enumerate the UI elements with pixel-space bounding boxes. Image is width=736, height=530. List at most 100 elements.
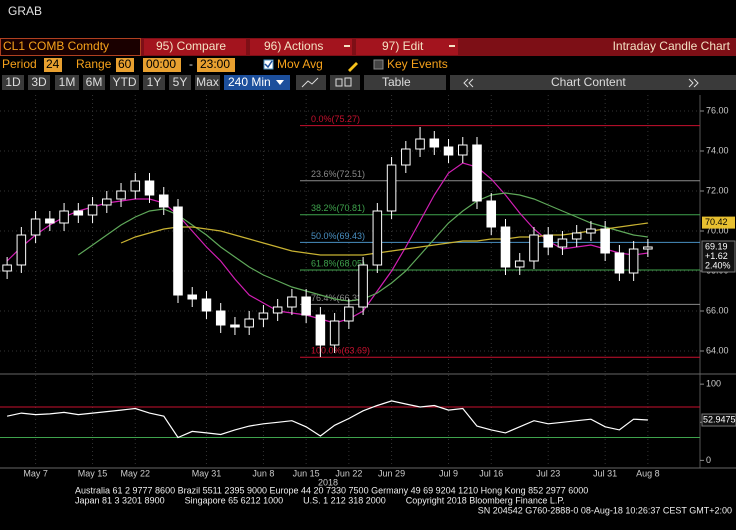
candle-body [45, 218, 55, 224]
candle-body [116, 190, 126, 200]
candle-body [571, 232, 582, 240]
start-time[interactable]: 00:00 [146, 57, 176, 71]
candle-body [272, 306, 283, 314]
candle-body [59, 210, 69, 224]
fib-label: 23.6%(72.51) [311, 169, 365, 179]
footer-line: Japan 81 3 3201 8900 Singapore 65 6212 1… [75, 495, 565, 505]
range-button[interactable] [110, 75, 139, 90]
footer-line: Australia 61 2 9777 8600 Brazil 5511 239… [75, 485, 588, 495]
moving-average [6, 162, 648, 324]
range-label: Range [76, 57, 112, 71]
footer-line: SN 204542 G760-2888-0 08-Aug-18 10:26:37… [478, 505, 732, 515]
security-field[interactable] [0, 38, 141, 56]
candle-body [329, 320, 340, 346]
candle-body [87, 204, 98, 216]
x-tick-label: Jun 29 [378, 468, 405, 478]
range[interactable]: 60 [118, 57, 132, 71]
button[interactable] [250, 39, 352, 55]
range-button[interactable] [143, 75, 165, 90]
candle-body [514, 260, 525, 268]
x-tick-label: May 22 [121, 468, 151, 478]
candle-body [102, 198, 112, 206]
y-tick-label: 74.00 [706, 145, 729, 155]
input[interactable] [44, 58, 62, 72]
candle-body [344, 306, 354, 322]
pencil-icon[interactable] [348, 62, 358, 72]
chart-content[interactable]: Chart Content [551, 75, 626, 89]
candle-body [401, 148, 411, 166]
candle-body [443, 146, 454, 156]
rsi-tag-label: 52.9475 [703, 414, 736, 424]
range-label[interactable]: 1D [5, 75, 21, 89]
key-events[interactable]: Key Events [387, 57, 448, 71]
fib-label: 61.8%(68.05) [311, 258, 365, 268]
x-tick-label: Jun 22 [335, 468, 362, 478]
mov-avg[interactable]: Mov Avg [277, 57, 323, 71]
checkbox[interactable] [373, 59, 384, 70]
last-box [701, 240, 736, 273]
ma-tag-label: 70.42 [705, 217, 728, 227]
expand-icon[interactable] [688, 78, 699, 88]
range-button[interactable] [169, 75, 191, 90]
dropdown[interactable] [224, 75, 290, 90]
button[interactable] [364, 75, 446, 90]
fib-label: 50.0%(69.43) [311, 231, 365, 241]
y-tick-label: 72.00 [706, 185, 729, 195]
range-label[interactable]: 1M [59, 75, 76, 89]
candle-body [215, 310, 226, 326]
y-tick-label: 76.00 [706, 105, 729, 115]
range-label[interactable]: YTD [113, 75, 137, 89]
range-button[interactable] [195, 75, 220, 90]
checkbox[interactable] [263, 59, 274, 70]
candle-body [30, 218, 41, 236]
candle-body [600, 228, 610, 254]
button[interactable] [144, 39, 246, 55]
x-tick-label: May 15 [78, 468, 108, 478]
candle-icon [335, 78, 343, 87]
range-button[interactable] [55, 75, 79, 90]
input[interactable] [116, 58, 134, 72]
input[interactable] [197, 58, 235, 72]
candle-body [643, 246, 653, 250]
range-label[interactable]: 6M [86, 75, 103, 89]
range-button[interactable] [28, 75, 50, 90]
x-tick-label: May 31 [192, 468, 222, 478]
separator: - [189, 57, 193, 71]
range-label[interactable]: 3D [31, 75, 47, 89]
x-tick-label: Jul 16 [479, 468, 503, 478]
x-tick-label: Jun 8 [252, 468, 274, 478]
x-tick-label: Jul 23 [536, 468, 560, 478]
candle-body [244, 318, 254, 328]
candle-body [557, 238, 568, 248]
range-label[interactable]: 1Y [147, 75, 162, 89]
candle-body [201, 298, 212, 312]
range-button[interactable] [83, 75, 105, 90]
period[interactable]: 24 [46, 57, 60, 71]
candle-body [301, 296, 311, 316]
candle-body [614, 252, 625, 274]
button-label[interactable]: 97) Edit [382, 39, 424, 53]
check [264, 60, 273, 69]
candle-body [158, 194, 169, 208]
button[interactable] [356, 39, 458, 55]
year-label: 2018 [318, 477, 338, 487]
button-label[interactable]: 95) Compare [156, 39, 226, 53]
last-box-label: 2.40% [705, 260, 731, 270]
end-time[interactable]: 23:00 [200, 57, 230, 71]
range-label[interactable]: 5Y [173, 75, 188, 89]
range-button[interactable] [2, 75, 24, 90]
input[interactable] [143, 58, 181, 72]
button[interactable] [296, 75, 326, 90]
candle-body [500, 226, 511, 268]
table[interactable]: Table [382, 75, 411, 89]
button-label[interactable]: 96) Actions [264, 39, 323, 53]
y-tick-label: 100 [706, 379, 721, 389]
collapse-icon[interactable] [463, 78, 474, 88]
security: CL1 COMB Comdty [3, 39, 109, 53]
candle-body [386, 164, 397, 212]
x-tick-label: Jun 15 [293, 468, 320, 478]
range-label[interactable]: Max [196, 75, 219, 89]
interval[interactable]: 240 Min [228, 75, 271, 89]
